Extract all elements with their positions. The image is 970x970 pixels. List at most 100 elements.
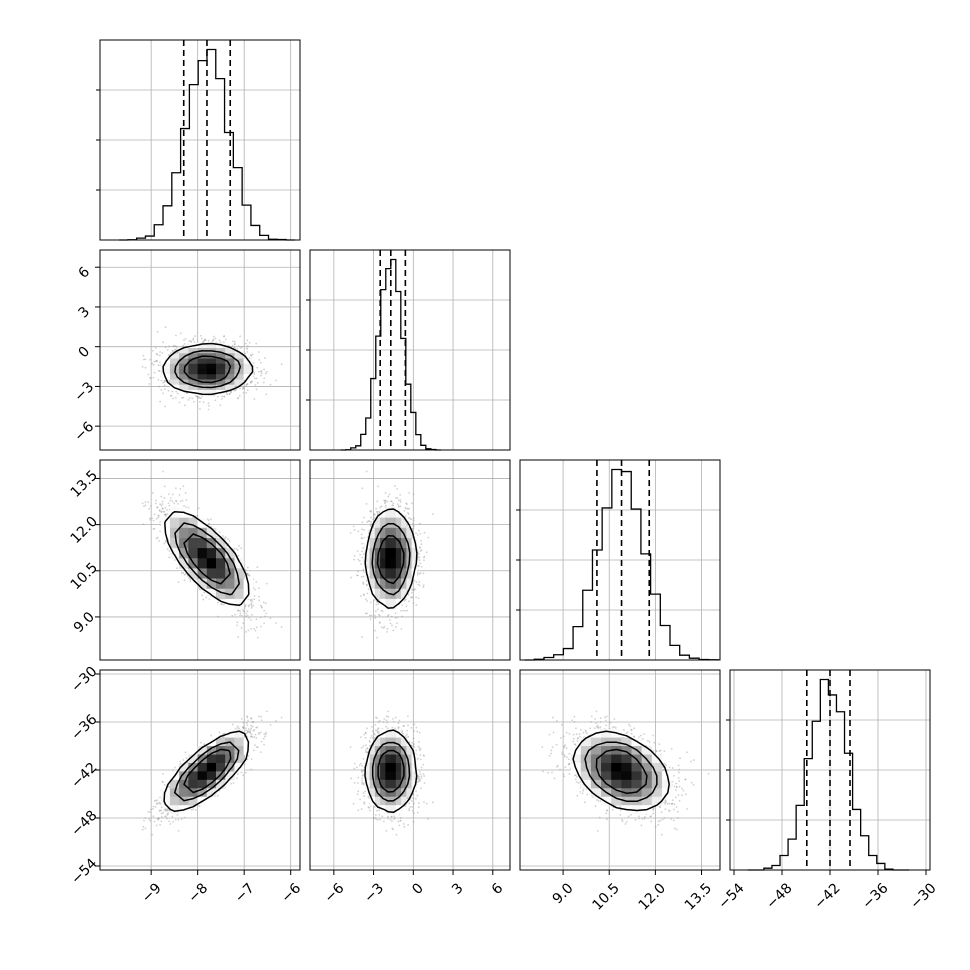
density-cell (395, 779, 402, 789)
scatter-point (361, 781, 364, 784)
density-cell (243, 363, 254, 370)
density-cell (160, 796, 171, 806)
scatter-point (250, 758, 253, 760)
density-cell (390, 507, 397, 519)
density-cell (369, 746, 376, 755)
scatter-point (682, 789, 685, 792)
scatter-point (572, 733, 575, 736)
scatter-point (254, 733, 257, 736)
density-cell (234, 379, 245, 386)
density-cell (401, 588, 407, 600)
scatter-point (382, 627, 385, 629)
scatter-point (231, 614, 234, 617)
scatter-point (353, 529, 356, 531)
scatter-point (671, 767, 674, 769)
density-cell (188, 353, 198, 359)
scatter-point (246, 383, 249, 385)
density-cell (234, 363, 245, 370)
scatter-point (371, 725, 373, 728)
scatter-point (166, 809, 168, 812)
scatter-point (681, 787, 683, 790)
scatter-point (365, 470, 368, 473)
scatter-point (363, 594, 365, 597)
scatter-point (423, 531, 426, 534)
scatter-point (237, 636, 240, 638)
scatter-point (387, 614, 390, 616)
scatter-point (142, 825, 145, 828)
density-cell (234, 754, 245, 764)
density-cell (374, 588, 381, 600)
scatter-point (648, 740, 651, 743)
density-cell (621, 771, 632, 781)
scatter-point (582, 731, 585, 734)
density-cell (385, 558, 391, 569)
scatter-point (251, 601, 254, 603)
panel-content-3-2 (520, 670, 720, 870)
density-cell (641, 762, 653, 772)
scatter-point (389, 622, 392, 625)
density-cell (590, 746, 602, 755)
scatter-point (186, 574, 189, 577)
scatter-point (253, 373, 256, 376)
density-cells-3-2 (570, 729, 673, 815)
scatter-point (184, 572, 187, 575)
scatter-point (164, 513, 167, 516)
scatter-point (404, 598, 407, 601)
scatter-point (376, 809, 378, 812)
scatter-point (249, 381, 252, 384)
scatter-point (377, 721, 380, 723)
scatter-point (159, 503, 161, 506)
scatter-point (413, 746, 416, 748)
scatter-point (179, 487, 182, 490)
scatter-point (663, 762, 666, 765)
scatter-point (174, 818, 177, 821)
density-cell (215, 384, 226, 391)
scatter-point (153, 800, 156, 802)
scatter-point (394, 497, 397, 499)
scatter-point (152, 376, 155, 379)
scatter-point (406, 733, 408, 736)
scatter-point (674, 796, 677, 799)
density-cell (197, 374, 208, 380)
density-cell (364, 771, 371, 781)
scatter-point (247, 754, 250, 757)
scatter-point (207, 523, 210, 526)
scatter-point (573, 720, 576, 723)
scatter-point (390, 615, 393, 618)
scatter-point (360, 563, 362, 565)
scatter-point (150, 377, 152, 380)
scatter-point (366, 600, 369, 602)
scatter-point (392, 717, 394, 720)
density-cell (385, 762, 391, 772)
scatter-point (410, 596, 412, 599)
density-cell (225, 558, 235, 569)
density-cell (369, 537, 376, 549)
scatter-point (256, 566, 259, 569)
density-cell (641, 788, 653, 798)
scatter-point (175, 348, 178, 351)
scatter-point (586, 732, 588, 735)
scatter-point (141, 502, 144, 505)
scatter-point (157, 514, 160, 517)
scatter-point (167, 354, 170, 356)
scatter-point (369, 510, 371, 513)
y-tick-label-1-2: 0 (76, 344, 94, 362)
scatter-point (255, 581, 258, 583)
density-cell (215, 779, 226, 789)
density-cell (401, 788, 407, 798)
density-cell (234, 568, 245, 579)
scatter-point (248, 341, 251, 344)
scatter-point (255, 618, 258, 621)
scatter-point (406, 609, 409, 612)
density-cell (406, 578, 412, 590)
scatter-point (417, 551, 420, 554)
scatter-point (431, 513, 434, 516)
scatter-point (361, 542, 363, 545)
scatter-point (675, 806, 678, 808)
scatter-point (162, 470, 164, 473)
x-tick-label-3-1: −48 (763, 880, 795, 912)
scatter-point (413, 589, 415, 592)
scatter-point (236, 624, 239, 627)
scatter-point (412, 493, 415, 496)
scatter-point (162, 811, 164, 814)
